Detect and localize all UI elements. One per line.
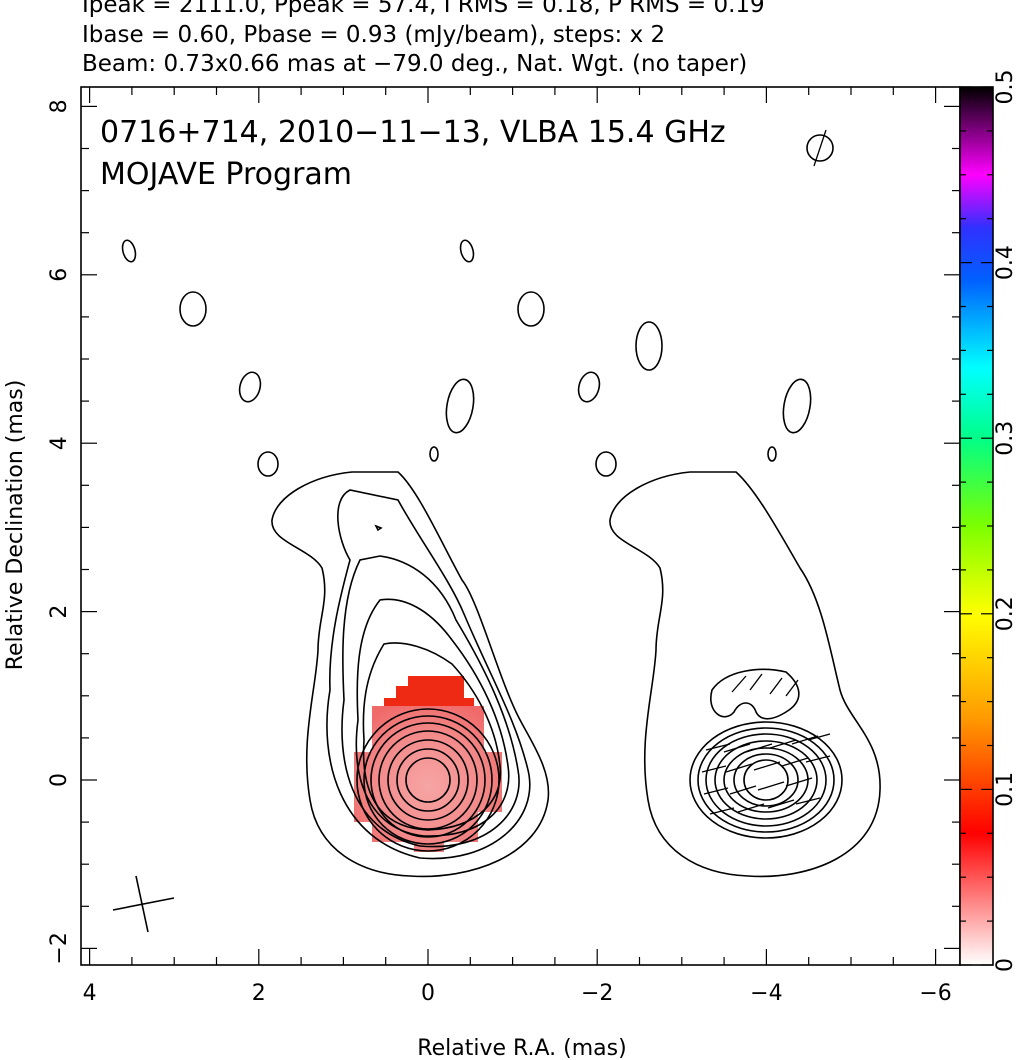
x-tick-label: 4	[83, 981, 97, 1006]
y-tick-label: 4	[47, 436, 72, 450]
colorbar-tick-labels: 0 0.1 0.2 0.3 0.4 0.5	[993, 70, 1018, 973]
colorbar-tick-label: 0.3	[993, 421, 1018, 456]
colorbar-tick-label: 0.5	[993, 70, 1018, 105]
chart-subtitle: MOJAVE Program	[100, 157, 352, 192]
header-line-1: Ipeak = 2111.0, Ppeak = 57.4, I RMS = 0.…	[82, 0, 765, 18]
x-tick-label: −4	[750, 981, 782, 1006]
y-tick-label: 6	[47, 268, 72, 282]
colorbar-tick-label: 0	[993, 958, 1018, 972]
header-line-3: Beam: 0.73x0.66 mas at −79.0 deg., Nat. …	[82, 51, 748, 77]
x-axis-label: Relative R.A. (mas)	[417, 1036, 626, 1060]
x-tick-label: −2	[581, 981, 613, 1006]
beam-cross	[112, 875, 175, 933]
colorbar-tick-label: 0.4	[993, 245, 1018, 280]
chart-title: 0716+714, 2010−11−13, VLBA 15.4 GHz	[100, 115, 726, 150]
y-tick-label: −2	[47, 932, 72, 964]
y-tick-labels: −2 0 2 4 6 8	[47, 99, 72, 964]
x-tick-labels: 4 2 0 −2 −4 −6	[83, 981, 952, 1006]
polarization-contours	[577, 129, 881, 878]
y-tick-label: 0	[47, 773, 72, 787]
y-tick-label: 2	[47, 605, 72, 619]
y-axis-label: Relative Declination (mas)	[3, 380, 28, 671]
plot-frame	[80, 86, 961, 966]
axis-ticks	[81, 87, 960, 965]
header-line-2: Ibase = 0.60, Pbase = 0.93 (mJy/beam), s…	[82, 22, 666, 48]
colorbar-tick-label: 0.1	[993, 772, 1018, 807]
colorbar-tick-label: 0.2	[993, 596, 1018, 631]
x-tick-label: −6	[919, 981, 951, 1006]
fractional-polarization-image	[354, 676, 502, 852]
x-tick-label: 0	[421, 981, 435, 1006]
stokes-i-contours	[121, 239, 550, 878]
y-tick-label: 8	[47, 99, 72, 113]
x-tick-label: 2	[252, 981, 266, 1006]
colorbar-ticks	[960, 86, 993, 966]
